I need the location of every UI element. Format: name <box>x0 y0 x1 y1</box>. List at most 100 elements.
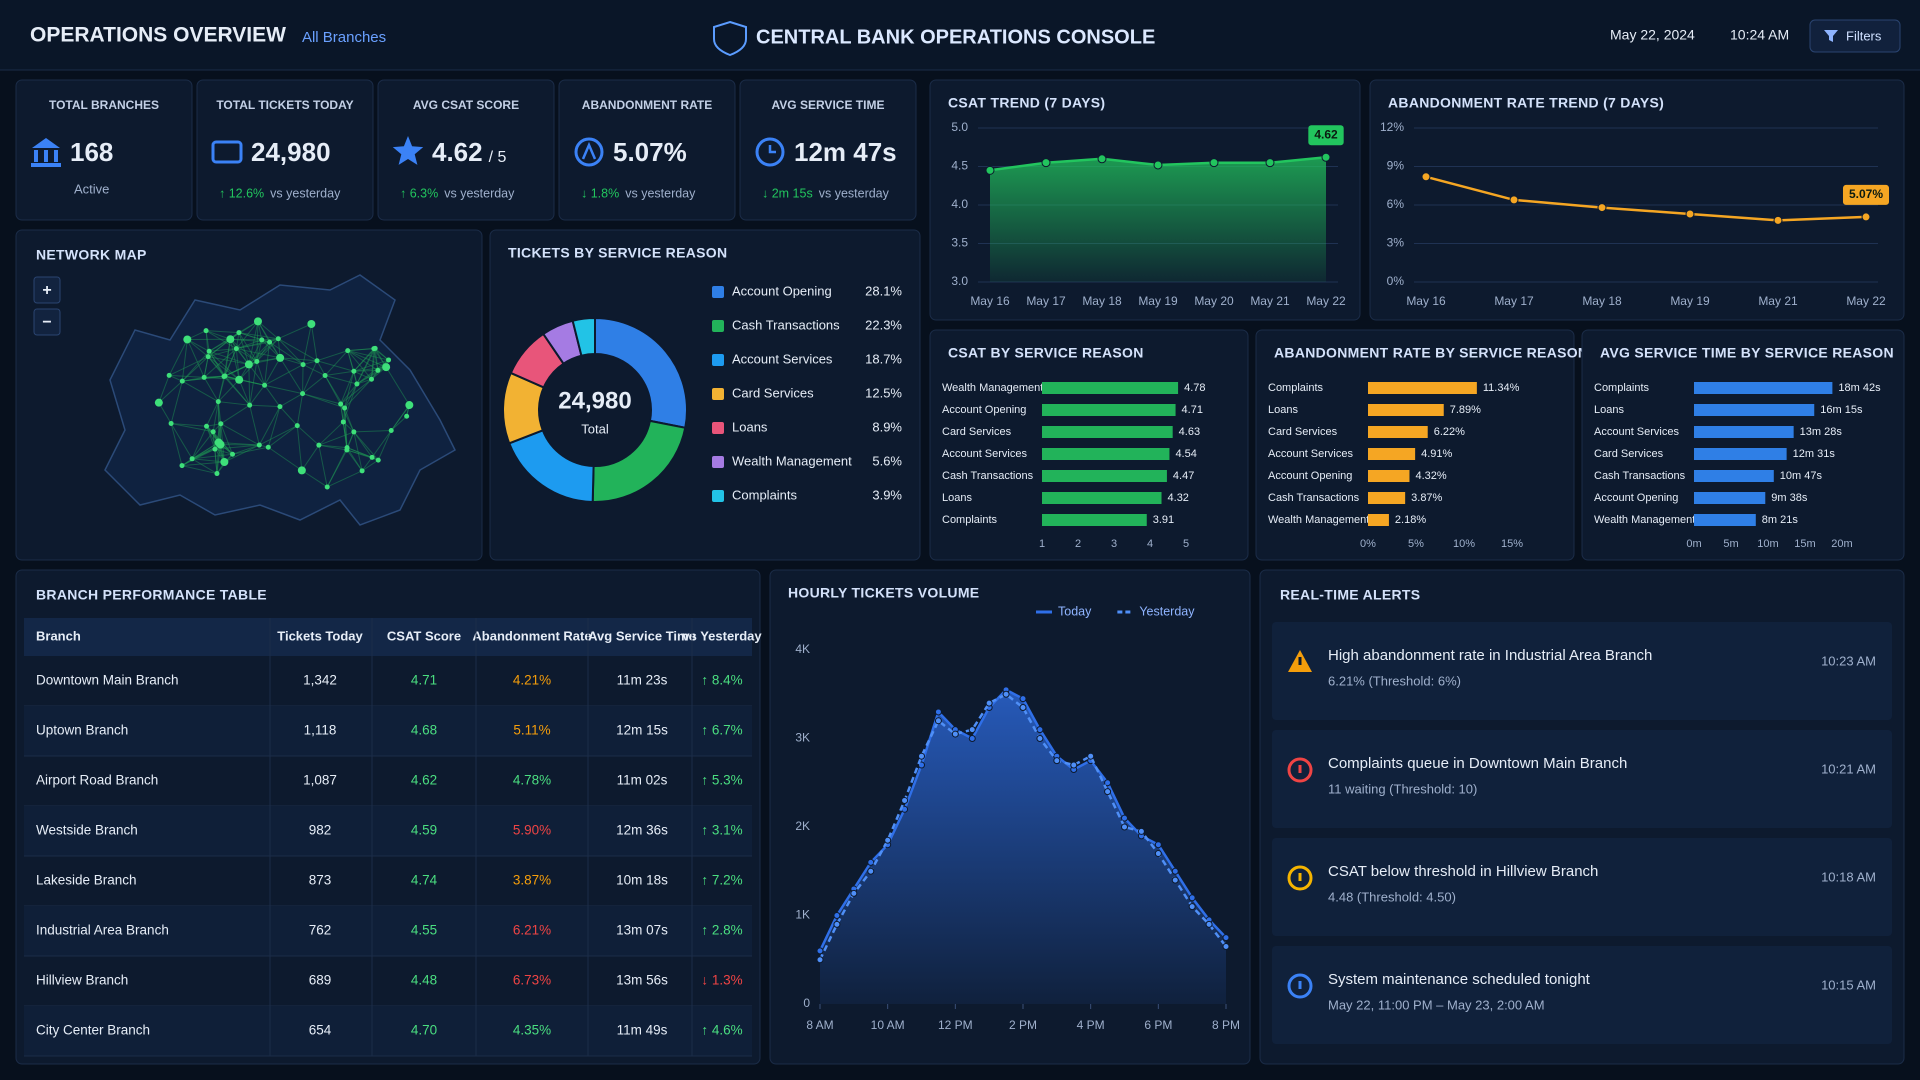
zoom-button[interactable] <box>33 308 61 336</box>
map-node <box>203 328 209 334</box>
panel-title: REAL-TIME ALERTS <box>1280 587 1420 603</box>
filters-button[interactable]: Filters <box>1809 19 1901 53</box>
map-link <box>230 338 258 362</box>
map-node <box>275 336 281 342</box>
panel <box>489 229 921 561</box>
point <box>1053 757 1061 765</box>
table-cell: Airport Road Branch <box>36 773 158 788</box>
page-title: OPERATIONS OVERVIEW <box>30 24 286 47</box>
bar-value-label: 4.47 <box>1173 470 1194 482</box>
map-link <box>248 339 263 365</box>
legend-value: 12.5% <box>865 385 902 400</box>
bar-value-label: 11.34% <box>1483 382 1520 394</box>
legend-value: 5.6% <box>872 453 902 468</box>
top-bar <box>0 0 1920 70</box>
map-link <box>192 458 225 463</box>
map-node <box>244 360 253 369</box>
point <box>850 889 858 897</box>
map-link <box>181 350 210 382</box>
bar-category-label: Account Opening <box>1268 470 1352 482</box>
y-tick-label: 9% <box>1387 159 1405 173</box>
map-link <box>220 404 250 425</box>
panel-title: AVG SERVICE TIME BY SERVICE REASON <box>1600 345 1894 361</box>
map-link <box>170 423 193 460</box>
map-node <box>205 354 211 360</box>
map-node <box>206 348 212 354</box>
zoom-button[interactable] <box>33 276 61 304</box>
map-link <box>220 444 260 446</box>
x-tick-label: 0m <box>1686 538 1701 550</box>
map-link <box>302 323 312 365</box>
table-cell: 1,118 <box>304 723 337 738</box>
map-link <box>187 339 210 352</box>
point <box>1171 876 1179 884</box>
zoom-button-label[interactable]: + <box>42 282 51 299</box>
map-link <box>316 360 326 376</box>
map-link <box>310 323 318 361</box>
bar-value-label: 4.78 <box>1184 382 1205 394</box>
map-link <box>181 339 188 382</box>
bar-category-label: Complaints <box>1268 382 1324 394</box>
kpi-note: vs yesterday <box>444 186 515 200</box>
table-cell: 12m 36s <box>616 823 668 838</box>
map-link <box>235 321 259 349</box>
map-link <box>267 446 303 471</box>
map-link <box>353 366 387 372</box>
filters-button-box[interactable] <box>1809 19 1901 53</box>
map-link <box>356 348 375 385</box>
map-node <box>253 317 262 326</box>
table-cell: 10m 18s <box>616 873 668 888</box>
kpi-change: ↑ 12.6% <box>219 186 264 200</box>
map-link <box>279 393 303 408</box>
point <box>1104 779 1112 787</box>
table-cell: ↓ 1.3% <box>701 973 742 988</box>
bar <box>1368 404 1444 416</box>
table-cell: 654 <box>309 1023 332 1038</box>
alert-detail: 6.21% (Threshold: 6%) <box>1328 673 1461 688</box>
bar-category-label: Wealth Management <box>942 382 1043 394</box>
bar <box>1694 492 1766 504</box>
map-link <box>346 449 373 458</box>
point <box>1209 158 1219 168</box>
map-node <box>204 423 210 429</box>
alert-time: 10:15 AM <box>1821 977 1876 992</box>
y-tick-label: 1K <box>795 908 810 922</box>
zoom-button-label[interactable]: − <box>42 314 51 331</box>
table-cell: 3.87% <box>513 873 551 888</box>
map-link <box>238 332 258 362</box>
filters-label[interactable]: Filters <box>1846 28 1882 43</box>
map-link <box>181 461 225 467</box>
kpi-icon <box>755 137 785 167</box>
map-link <box>249 384 265 406</box>
point <box>918 752 925 760</box>
table-header-row <box>24 618 752 656</box>
map-node <box>218 421 224 427</box>
x-tick-label: May 19 <box>1138 294 1178 308</box>
map-link <box>223 339 231 377</box>
map-link <box>236 348 281 359</box>
panel-title: TICKETS BY SERVICE REASON <box>508 245 727 261</box>
map-link <box>170 381 183 424</box>
bar-value-label: 4.63 <box>1179 426 1200 438</box>
table-header-cell: Tickets Today <box>277 628 363 643</box>
map-node <box>183 335 192 344</box>
x-tick-label: May 18 <box>1582 294 1622 308</box>
map-link <box>318 445 328 488</box>
point <box>1222 942 1230 950</box>
bar-value-label: 18m 42s <box>1838 382 1881 394</box>
bar-category-label: Account Opening <box>1594 492 1678 504</box>
map-link <box>212 401 219 432</box>
point <box>951 730 959 738</box>
map-link <box>181 465 218 475</box>
bar <box>1368 426 1428 438</box>
map-link <box>212 431 218 474</box>
map-link <box>353 370 372 380</box>
table-cell: 4.55 <box>411 923 437 938</box>
table-cell: Westside Branch <box>36 823 138 838</box>
map-link <box>267 425 298 448</box>
map-node <box>189 456 195 462</box>
kpi-label: AVG CSAT SCORE <box>413 98 519 112</box>
x-tick-label: May 16 <box>1406 294 1446 308</box>
alert-detail: 4.48 (Threshold: 4.50) <box>1328 889 1456 904</box>
map-link <box>344 383 358 409</box>
